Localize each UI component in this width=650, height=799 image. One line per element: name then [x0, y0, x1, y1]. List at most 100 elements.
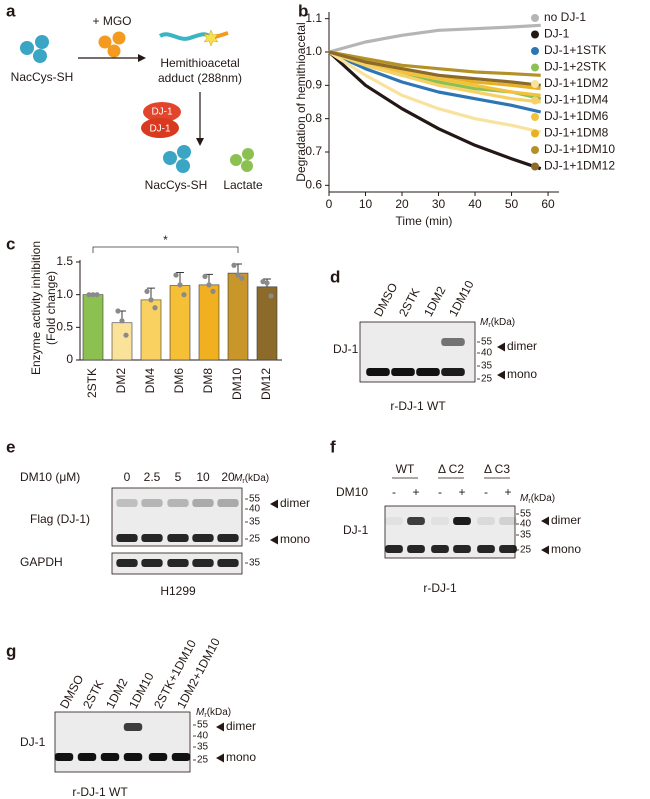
lane-label: -: [438, 485, 442, 499]
lane-label: 2.5: [144, 470, 161, 484]
bar: [169, 285, 191, 361]
y-tick-label: 1.5: [56, 254, 73, 268]
data-line: [328, 50, 542, 114]
y-tick-label: 1.0: [305, 44, 322, 58]
x-tick-label: DM10: [230, 368, 244, 400]
mr-subscript: r: [488, 322, 491, 329]
mr-subscript: r: [204, 712, 207, 719]
blot-band: [217, 559, 239, 567]
y-axis-label: (Fold change): [44, 271, 58, 345]
blot-band: [407, 545, 425, 553]
legend-label: no DJ-1: [544, 10, 586, 24]
nac-cys-molecules: [20, 35, 49, 63]
data-point: [181, 292, 187, 298]
blot-band: [167, 499, 189, 507]
data-line: [328, 50, 541, 77]
lane-label: 1DM2: [421, 284, 449, 319]
x-tick-label: DM4: [143, 368, 157, 394]
y-axis-label: Enzyme activity inhibition: [29, 241, 43, 375]
band-label: mono: [226, 750, 256, 764]
x-tick-label: DM2: [114, 368, 128, 394]
bar: [198, 284, 220, 361]
panel-letter: a: [6, 1, 16, 20]
y-tick-label: 0.5: [56, 320, 73, 334]
blot-panel: dDMSO2STK1DM21DM1055403525Mr(kDa)dimermo…: [330, 267, 537, 413]
x-tick-label: DM12: [259, 368, 273, 400]
marker-label: 55: [249, 494, 261, 505]
marker-label: 55: [520, 509, 532, 520]
marker-label: 35: [481, 361, 493, 372]
legend-label: DJ-1+1STK: [544, 43, 606, 57]
lane-label: 10: [196, 470, 210, 484]
data-point: [123, 332, 129, 338]
blot-band: [453, 545, 471, 553]
data-point: [115, 308, 121, 314]
group-label: WT: [396, 462, 415, 476]
blot-band: [167, 534, 189, 542]
panel-a: a + MGO NacCys-SH Hemithioacetal adduct …: [6, 1, 263, 192]
marker-label: 25: [197, 755, 209, 766]
legend-swatch: [531, 113, 539, 121]
bar: [82, 294, 104, 361]
bar: [140, 299, 162, 361]
band-arrow: [216, 722, 224, 732]
blot-band: [441, 338, 465, 346]
blot-band: [116, 559, 138, 567]
legend-label: DJ-1+1DM6: [544, 109, 609, 123]
y-axis-label: Degradation of hemithioacetal: [294, 22, 308, 181]
data-line: [328, 50, 541, 104]
bar: [227, 272, 249, 361]
blot-band: [77, 753, 97, 761]
lane-label: 2STK: [396, 286, 422, 319]
blot-band: [477, 517, 495, 525]
panel-letter: f: [330, 437, 336, 456]
lactate-molecules: [230, 148, 254, 172]
lane-label: -: [392, 485, 396, 499]
y-tick-label: 0.7: [305, 144, 322, 158]
reagent-label: + MGO: [92, 14, 131, 28]
data-point: [206, 282, 212, 288]
caption: r-DJ-1 WT: [390, 399, 446, 413]
x-axis-label: Time (min): [396, 214, 453, 228]
band-arrow: [541, 545, 549, 555]
lane-label: 0: [124, 470, 131, 484]
significance-label: *: [163, 233, 168, 247]
blot-band: [167, 559, 189, 567]
enzyme-label: DJ-1: [151, 107, 173, 118]
blot-band: [477, 545, 495, 553]
blot-panel: gDMSO2STK1DM21DM102STK+1DM101DM2+1DM1055…: [6, 635, 256, 799]
blot-band: [385, 517, 403, 525]
blot-band: [54, 753, 74, 761]
legend-label: DJ-1+2STK: [544, 60, 606, 74]
adduct-chain: [158, 32, 214, 41]
legend-swatch: [531, 63, 539, 72]
mr-label: Mr(kDa): [234, 473, 269, 485]
data-point: [235, 272, 241, 278]
lane-label: 20: [221, 470, 235, 484]
legend-label: DJ-1+1DM2: [544, 76, 609, 90]
blot-band: [141, 534, 163, 542]
blot-band: [148, 753, 168, 761]
protein-label: DJ-1: [333, 342, 359, 356]
legend-swatch: [531, 146, 539, 154]
significance-bracket: [92, 246, 239, 253]
y-tick-label: 0: [66, 352, 73, 366]
x-tick-label: 0: [326, 197, 333, 211]
protein-label: DJ-1: [343, 523, 369, 537]
y-tick-label: 1.1: [305, 11, 322, 25]
adduct-label: Hemithioacetal: [160, 56, 239, 70]
caption: r-DJ-1 WT: [72, 785, 128, 799]
nac-cys-molecules: [163, 145, 191, 173]
mr-symbol: M: [196, 707, 205, 718]
mr-label: Mr(kDa): [196, 707, 231, 719]
marker-label: 35: [249, 558, 261, 569]
data-point: [90, 292, 96, 298]
band-label: dimer: [507, 339, 537, 353]
marker-label: 40: [249, 504, 261, 515]
enzyme-label: DJ-1: [149, 124, 171, 135]
data-point: [94, 292, 100, 298]
blot-band: [391, 368, 415, 376]
substrate-label: NacCys-SH: [11, 70, 74, 84]
